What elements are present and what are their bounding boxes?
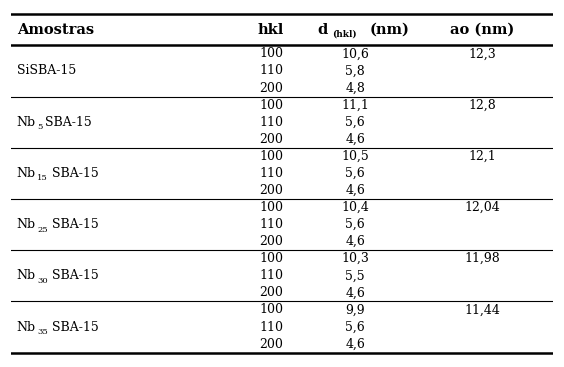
Text: 12,04: 12,04	[465, 201, 500, 214]
Text: 200: 200	[259, 235, 283, 248]
Text: SBA-15: SBA-15	[52, 218, 99, 231]
Text: Nb: Nb	[17, 269, 36, 282]
Text: 5,5: 5,5	[345, 269, 365, 282]
Text: 10,3: 10,3	[341, 252, 369, 265]
Text: 10,6: 10,6	[341, 47, 369, 61]
Text: 25: 25	[37, 226, 48, 233]
Text: (hkl): (hkl)	[332, 30, 357, 39]
Text: hkl: hkl	[258, 23, 284, 37]
Text: 4,6: 4,6	[345, 338, 365, 350]
Text: 4,6: 4,6	[345, 184, 365, 197]
Text: Nb: Nb	[17, 116, 36, 129]
Text: 12,3: 12,3	[469, 47, 496, 61]
Text: 11,44: 11,44	[464, 304, 500, 316]
Text: 110: 110	[259, 116, 283, 129]
Text: Nb: Nb	[17, 167, 36, 180]
Text: 5: 5	[37, 123, 43, 131]
Text: 4,6: 4,6	[345, 133, 365, 146]
Text: 5,6: 5,6	[345, 116, 365, 129]
Text: 110: 110	[259, 167, 283, 180]
Text: 200: 200	[259, 338, 283, 350]
Text: Nb: Nb	[17, 218, 36, 231]
Text: 200: 200	[259, 286, 283, 299]
Text: (nm): (nm)	[369, 23, 409, 37]
Text: SiSBA-15: SiSBA-15	[17, 65, 76, 77]
Text: Amostras: Amostras	[17, 23, 94, 37]
Text: 11,1: 11,1	[341, 99, 369, 112]
Text: 15: 15	[37, 174, 48, 182]
Text: 10,4: 10,4	[341, 201, 369, 214]
Text: 110: 110	[259, 65, 283, 77]
Text: d: d	[317, 23, 328, 37]
Text: 100: 100	[259, 99, 283, 112]
Text: 5,6: 5,6	[345, 218, 365, 231]
Text: 100: 100	[259, 252, 283, 265]
Text: 100: 100	[259, 201, 283, 214]
Text: 110: 110	[259, 269, 283, 282]
Text: 9,9: 9,9	[345, 304, 365, 316]
Text: 200: 200	[259, 184, 283, 197]
Text: 4,6: 4,6	[345, 235, 365, 248]
Text: 4,6: 4,6	[345, 286, 365, 299]
Text: SBA-15: SBA-15	[52, 320, 99, 334]
Text: 110: 110	[259, 320, 283, 334]
Text: 5,8: 5,8	[345, 65, 365, 77]
Text: 30: 30	[37, 277, 48, 285]
Text: 5,6: 5,6	[345, 320, 365, 334]
Text: ao (nm): ao (nm)	[450, 23, 514, 37]
Text: 10,5: 10,5	[341, 150, 369, 163]
Text: SBA-15: SBA-15	[45, 116, 92, 129]
Text: 12,1: 12,1	[469, 150, 496, 163]
Text: 5,6: 5,6	[345, 167, 365, 180]
Text: SBA-15: SBA-15	[52, 167, 99, 180]
Text: 4,8: 4,8	[345, 81, 365, 95]
Text: 200: 200	[259, 133, 283, 146]
Text: 100: 100	[259, 304, 283, 316]
Text: 200: 200	[259, 81, 283, 95]
Text: 100: 100	[259, 47, 283, 61]
Text: 11,98: 11,98	[465, 252, 500, 265]
Text: 35: 35	[37, 328, 48, 336]
Text: 100: 100	[259, 150, 283, 163]
Text: SBA-15: SBA-15	[52, 269, 99, 282]
Text: Nb: Nb	[17, 320, 36, 334]
Text: 12,8: 12,8	[469, 99, 496, 112]
Text: 110: 110	[259, 218, 283, 231]
